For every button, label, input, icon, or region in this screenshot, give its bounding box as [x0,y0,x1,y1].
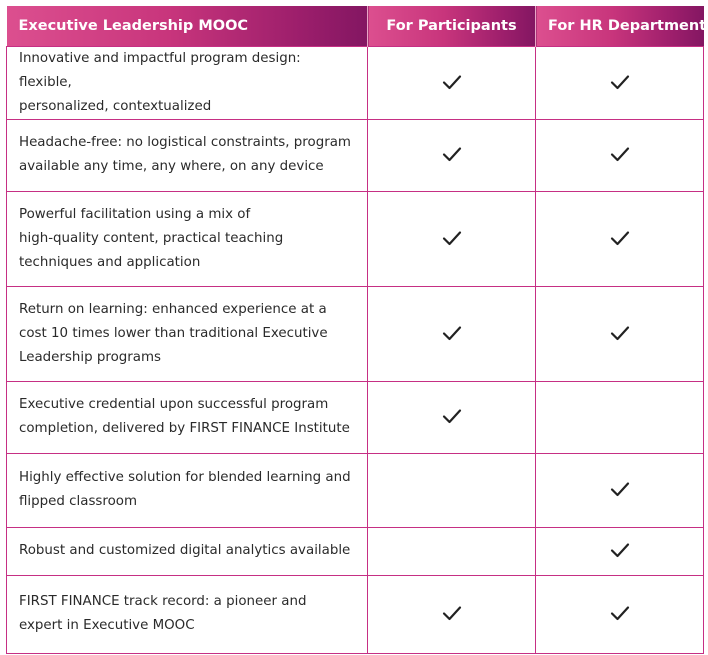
table-row: Innovative and impactful program design:… [6,45,704,120]
benefit-description: Highly effective solution for blended le… [6,452,368,528]
checkmark-icon [441,229,463,247]
table-row: Return on learning: enhanced experience … [6,285,704,382]
participants-cell [367,380,536,454]
benefit-text-line: completion, delivered by FIRST FINANCE I… [19,421,350,436]
benefit-text-line: cost 10 times lower than traditional Exe… [19,325,328,341]
checkmark-icon [609,73,631,91]
benefit-text-line: high-quality content, practical teaching [19,230,284,246]
checkmark-icon [609,324,631,342]
table-row: Executive credential upon successful pro… [6,380,704,454]
checkmark-icon [441,604,463,622]
benefit-description: FIRST FINANCE track record: a pioneer an… [6,574,368,654]
hr-departments-cell [535,380,704,454]
benefit-text-line: Executive credential upon successful pro… [19,397,329,412]
participants-cell [367,45,536,120]
header-participants: For Participants [367,6,536,46]
participants-cell [367,190,536,287]
checkmark-icon [609,604,631,622]
table-row: Highly effective solution for blended le… [6,452,704,528]
table-row: FIRST FINANCE track record: a pioneer an… [6,574,704,654]
benefit-text-line: Robust and customized digital analytics … [19,543,351,558]
participants-cell [367,526,536,576]
participants-cell [367,285,536,382]
comparison-table: Executive Leadership MOOC For Participan… [6,6,708,654]
benefit-description: Executive credential upon successful pro… [6,380,368,454]
header-title: Executive Leadership MOOC [6,6,368,46]
checkmark-icon [441,73,463,91]
checkmark-icon [609,145,631,163]
hr-departments-cell [535,45,704,120]
checkmark-icon [441,145,463,163]
table-row: Robust and customized digital analytics … [6,526,704,576]
benefit-text-line: techniques and application [19,254,201,270]
participants-cell [367,452,536,528]
benefit-text-line: flipped classroom [19,494,138,509]
benefit-text-line: Leadership programs [19,349,161,365]
benefit-description: Headache-free: no logistical constraints… [6,118,368,192]
table-row: Headache-free: no logistical constraints… [6,118,704,192]
benefit-text-line: FIRST FINANCE track record: a pioneer an… [19,594,307,609]
benefit-text-line: Highly effective solution for blended le… [19,470,351,485]
checkmark-icon [609,229,631,247]
checkmark-icon [441,407,463,425]
hr-departments-cell [535,526,704,576]
header-hr-departments: For HR Departments [535,6,708,46]
benefit-text-line: personalized, contextualized [19,98,212,114]
benefit-text-line: Return on learning: enhanced experience … [19,301,327,317]
benefit-description: Return on learning: enhanced experience … [6,285,368,382]
benefit-text-line: available any time, any where, on any de… [19,159,324,174]
hr-departments-cell [535,118,704,192]
table-body: Innovative and impactful program design:… [6,45,704,654]
hr-departments-cell [535,285,704,382]
participants-cell [367,118,536,192]
benefit-text-line: Headache-free: no logistical constraints… [19,135,351,150]
table-row: Powerful facilitation using a mix of high… [6,190,704,287]
hr-departments-cell [535,190,704,287]
hr-departments-cell [535,574,704,654]
header-row: Executive Leadership MOOC For Participan… [6,6,708,46]
benefit-description: Innovative and impactful program design:… [6,45,368,120]
table-header: Executive Leadership MOOC For Participan… [6,6,708,46]
benefit-description: Robust and customized digital analytics … [6,526,368,576]
checkmark-icon [441,324,463,342]
benefit-text-line: expert in Executive MOOC [19,618,195,633]
comparison-table-container: Executive Leadership MOOC For Participan… [6,6,708,654]
participants-cell [367,574,536,654]
checkmark-icon [609,480,631,498]
benefit-description: Powerful facilitation using a mix of high… [6,190,368,287]
hr-departments-cell [535,452,704,528]
benefit-text-line: Powerful facilitation using a mix of [19,206,251,222]
checkmark-icon [609,541,631,559]
benefit-text-line: Innovative and impactful program design:… [19,50,301,90]
